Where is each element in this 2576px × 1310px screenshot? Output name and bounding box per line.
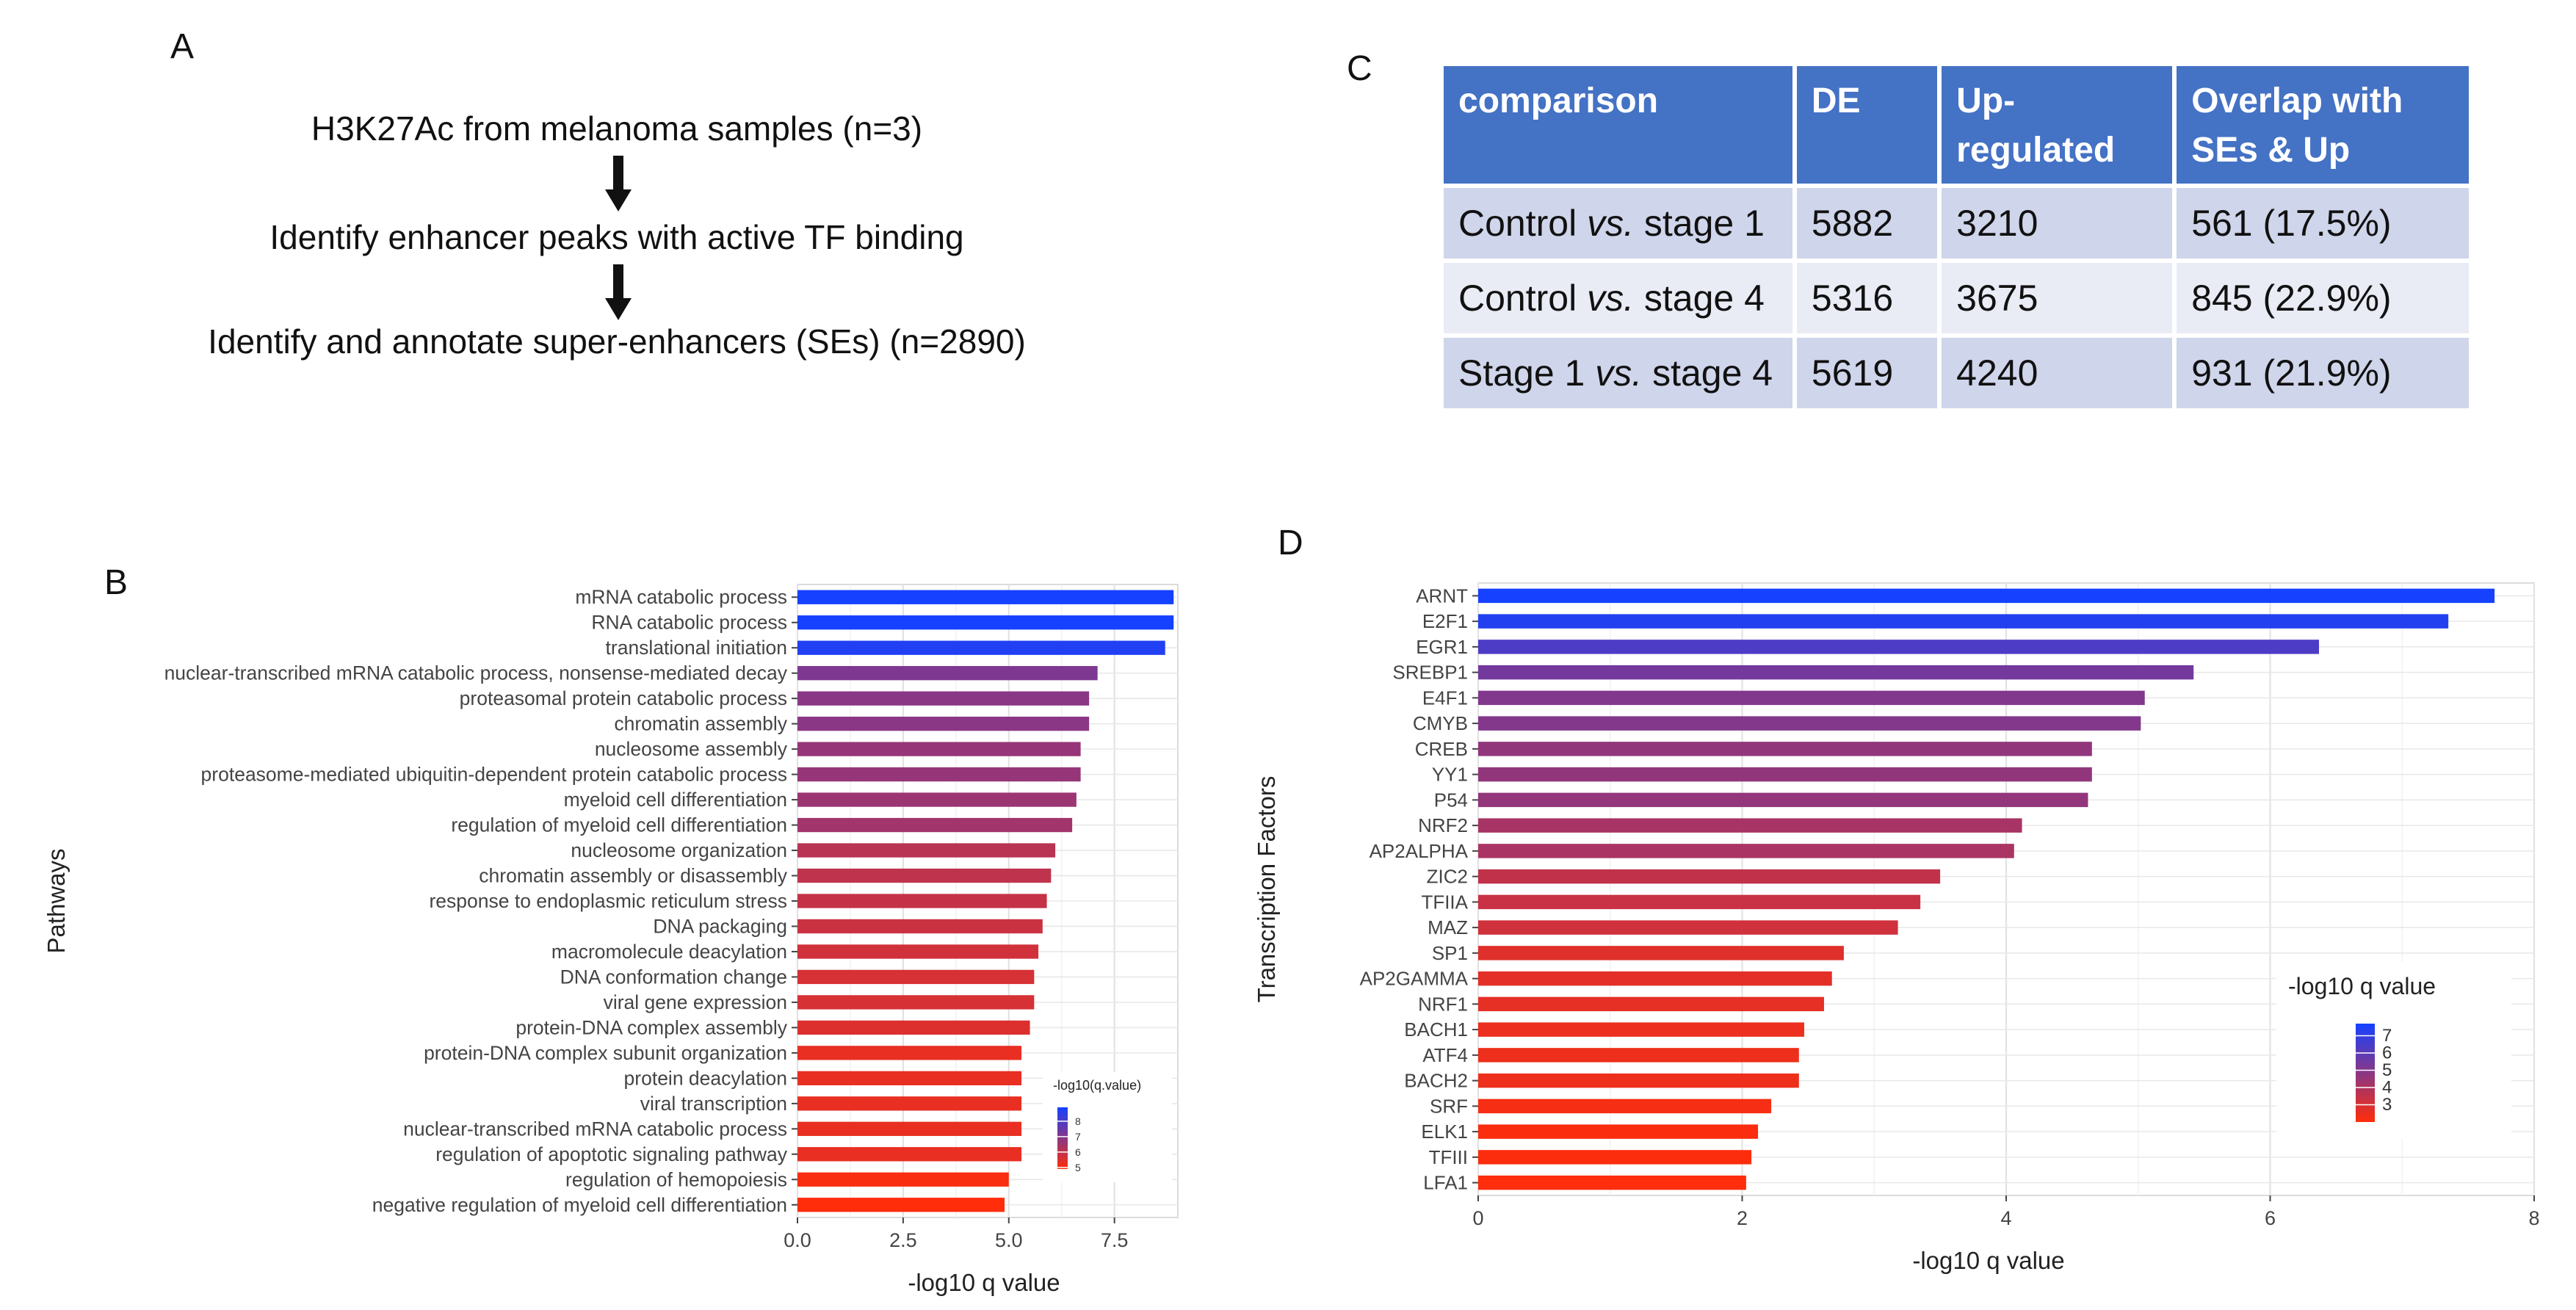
bar bbox=[797, 894, 1047, 908]
category-label: regulation of apoptotic signaling pathwa… bbox=[435, 1143, 788, 1165]
legend-tick-label: 8 bbox=[1075, 1115, 1081, 1127]
workflow-step-1: H3K27Ac from melanoma samples (n=3) bbox=[311, 109, 923, 148]
header-comparison: comparison bbox=[1444, 66, 1792, 184]
bar bbox=[797, 1147, 1022, 1162]
bar bbox=[797, 944, 1039, 959]
bar bbox=[797, 792, 1077, 807]
bar bbox=[797, 1096, 1022, 1111]
table-row: Control vs. stage 4 5316 3675 845 (22.9%… bbox=[1444, 263, 2469, 334]
legend-title: -log10(q.value) bbox=[1053, 1078, 1141, 1093]
category-label: DNA conformation change bbox=[560, 966, 787, 988]
panel-label-c: C bbox=[1347, 49, 1372, 88]
bar bbox=[797, 716, 1090, 731]
bar bbox=[797, 767, 1081, 782]
bar bbox=[797, 817, 1073, 833]
bar bbox=[797, 742, 1081, 756]
panel-label-b: B bbox=[104, 563, 129, 602]
category-label: translational initiation bbox=[606, 637, 787, 659]
cell-up: 3210 bbox=[1942, 188, 2173, 259]
cell-overlap: 561 (17.5%) bbox=[2177, 188, 2469, 259]
category-label: macromolecule deacylation bbox=[551, 941, 787, 963]
category-label: response to endoplasmic reticulum stress bbox=[429, 890, 787, 912]
category-label: nucleosome assembly bbox=[595, 738, 788, 760]
category-label: nucleosome organization bbox=[571, 839, 787, 861]
cell-de: 5316 bbox=[1796, 263, 1938, 334]
cell-up: 4240 bbox=[1942, 338, 2173, 409]
cell-de: 5619 bbox=[1796, 338, 1938, 409]
category-label: regulation of hemopoiesis bbox=[565, 1168, 787, 1190]
legend-tick-label: 5 bbox=[1075, 1162, 1081, 1173]
legend-tick-label: 7 bbox=[1075, 1131, 1081, 1143]
bar bbox=[797, 995, 1035, 1010]
bar bbox=[797, 1020, 1030, 1035]
cell-de: 5882 bbox=[1796, 188, 1938, 259]
bar bbox=[797, 640, 1165, 655]
bar bbox=[797, 1071, 1022, 1086]
category-label: proteasome-mediated ubiquitin-dependent … bbox=[201, 764, 787, 786]
comparison-table: comparison DE Up- regulated Overlap with… bbox=[1439, 62, 2473, 413]
bar bbox=[797, 590, 1174, 604]
category-label: nuclear-transcribed mRNA catabolic proce… bbox=[403, 1118, 787, 1140]
category-label: protein deacylation bbox=[624, 1067, 787, 1089]
legend-tick-label: 6 bbox=[1075, 1146, 1081, 1158]
bar bbox=[797, 1172, 1009, 1187]
x-tick-label: 0.0 bbox=[784, 1229, 811, 1251]
bar bbox=[797, 691, 1090, 706]
workflow-step-3: Identify and annotate super-enhancers (S… bbox=[208, 322, 1026, 361]
cell-overlap: 931 (21.9%) bbox=[2177, 338, 2469, 409]
cell-comparison: Control vs. stage 1 bbox=[1444, 188, 1792, 259]
down-arrow-icon bbox=[605, 156, 632, 211]
category-label: protein-DNA complex assembly bbox=[515, 1016, 787, 1038]
bar bbox=[797, 919, 1043, 934]
cell-comparison: Control vs. stage 4 bbox=[1444, 263, 1792, 334]
bar bbox=[797, 1121, 1022, 1136]
header-upregulated: Up- regulated bbox=[1942, 66, 2173, 184]
panel-label-d: D bbox=[1278, 524, 1303, 562]
workflow-step-2: Identify enhancer peaks with active TF b… bbox=[269, 218, 964, 256]
category-label: myeloid cell differentiation bbox=[564, 789, 787, 811]
legend-colorbar bbox=[1057, 1107, 1068, 1169]
table-row: Stage 1 vs. stage 4 5619 4240 931 (21.9%… bbox=[1444, 338, 2469, 409]
category-label: proteasomal protein catabolic process bbox=[460, 687, 787, 709]
bar bbox=[797, 1046, 1022, 1060]
bar bbox=[797, 969, 1035, 985]
cell-comparison: Stage 1 vs. stage 4 bbox=[1444, 338, 1792, 409]
x-tick-label: 2.5 bbox=[889, 1229, 917, 1251]
y-axis-title: Pathways bbox=[43, 848, 70, 953]
down-arrow-icon bbox=[605, 264, 632, 320]
category-label: viral gene expression bbox=[604, 991, 787, 1013]
bar bbox=[797, 868, 1052, 883]
category-label: chromatin assembly or disassembly bbox=[479, 865, 787, 887]
category-label: regulation of myeloid cell differentiati… bbox=[451, 814, 787, 836]
bar bbox=[797, 666, 1098, 681]
category-label: chromatin assembly bbox=[614, 713, 787, 735]
category-label: protein-DNA complex subunit organization bbox=[424, 1042, 787, 1064]
bar bbox=[797, 1198, 1005, 1212]
category-label: DNA packaging bbox=[653, 915, 787, 937]
bar bbox=[797, 615, 1174, 630]
header-de: DE bbox=[1796, 66, 1938, 184]
category-label: nuclear-transcribed mRNA catabolic proce… bbox=[164, 662, 788, 684]
cell-overlap: 845 (22.9%) bbox=[2177, 263, 2469, 334]
category-label: RNA catabolic process bbox=[591, 612, 787, 634]
category-label: viral transcription bbox=[640, 1093, 787, 1115]
x-tick-label: 7.5 bbox=[1101, 1229, 1129, 1251]
category-label: negative regulation of myeloid cell diff… bbox=[372, 1194, 787, 1216]
x-tick-label: 5.0 bbox=[995, 1229, 1023, 1251]
panel-label-a: A bbox=[170, 27, 195, 66]
category-label: mRNA catabolic process bbox=[575, 586, 787, 608]
table-header-row: comparison DE Up- regulated Overlap with… bbox=[1444, 66, 2469, 184]
table-row: Control vs. stage 1 5882 3210 561 (17.5%… bbox=[1444, 188, 2469, 259]
header-overlap: Overlap with SEs & Up bbox=[2177, 66, 2469, 184]
bar bbox=[797, 843, 1056, 858]
cell-up: 3675 bbox=[1942, 263, 2173, 334]
x-axis-title: -log10 q value bbox=[908, 1269, 1060, 1296]
